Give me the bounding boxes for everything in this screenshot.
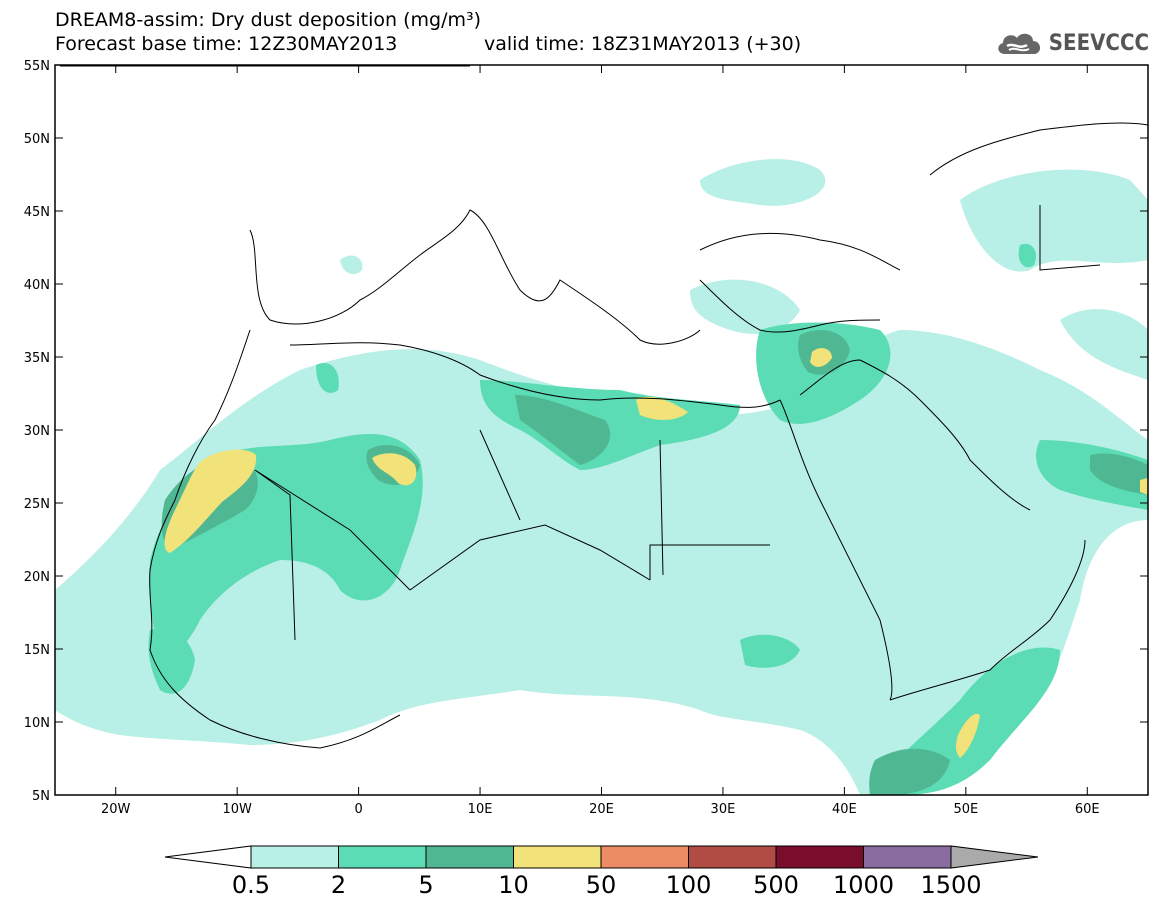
colorbar-box bbox=[338, 845, 427, 869]
colorbar-label: 1500 bbox=[920, 871, 981, 899]
lon-tick-label: 10W bbox=[222, 802, 252, 817]
lon-tick-label: 50E bbox=[953, 802, 978, 817]
lat-tick-label: 55N bbox=[24, 59, 50, 74]
lon-tick-label: 20E bbox=[589, 802, 614, 817]
lon-tick-label: 10E bbox=[468, 802, 493, 817]
forecast-base-time: Forecast base time: 12Z30MAY2013 bbox=[55, 33, 398, 55]
colorbar-box bbox=[425, 845, 514, 869]
lat-tick-label: 50N bbox=[24, 132, 50, 147]
lat-tick-label: 25N bbox=[24, 497, 50, 512]
colorbar-label: 50 bbox=[586, 871, 617, 899]
colorbar-label: 10 bbox=[498, 871, 529, 899]
lat-tick-label: 30N bbox=[24, 424, 50, 439]
lon-tick-label: 30E bbox=[711, 802, 736, 817]
lat-tick-label: 40N bbox=[24, 278, 50, 293]
colorbar-box bbox=[600, 845, 689, 869]
valid-time: valid time: 18Z31MAY2013 (+30) bbox=[484, 33, 802, 55]
map-title: DREAM8-assim: Dry dust deposition (mg/m³… bbox=[55, 9, 482, 31]
lat-tick-label: 45N bbox=[24, 205, 50, 220]
colorbar-label: 500 bbox=[753, 871, 799, 899]
colorbar-box bbox=[775, 845, 864, 869]
colorbar-label: 0.5 bbox=[232, 871, 270, 899]
lat-tick-label: 10N bbox=[24, 716, 50, 731]
seevccc-logo: SEEVCCC bbox=[993, 28, 1149, 58]
logo-text: SEEVCCC bbox=[1048, 30, 1149, 56]
dust-level-10 bbox=[164, 348, 1148, 758]
map-axes: 55N 50N 45N 40N 35N 30N 25N 20N 15N 10N 5N 20W 10W 0 1… bbox=[24, 59, 1148, 817]
colorbar-label: 2 bbox=[331, 871, 346, 899]
coastlines bbox=[60, 65, 1148, 749]
lat-tick-label: 15N bbox=[24, 643, 50, 658]
colorbar-box bbox=[863, 845, 952, 869]
colorbar-max-arrow bbox=[950, 845, 1039, 869]
lon-tick-label: 20W bbox=[101, 802, 131, 817]
cloud-icon bbox=[998, 33, 1040, 54]
lon-tick-label: 0 bbox=[354, 802, 362, 817]
colorbar-label: 5 bbox=[418, 871, 433, 899]
colorbar-label: 1000 bbox=[833, 871, 894, 899]
colorbar-box bbox=[688, 845, 777, 869]
lon-tick-label: 40E bbox=[832, 802, 857, 817]
lat-tick-label: 20N bbox=[24, 570, 50, 585]
colorbar-box bbox=[513, 845, 602, 869]
colorbar-box bbox=[250, 845, 339, 869]
colorbar-min-arrow bbox=[164, 845, 252, 869]
lat-tick-label: 35N bbox=[24, 351, 50, 366]
lat-tick-label: 5N bbox=[32, 789, 50, 804]
lon-tick-label: 60E bbox=[1075, 802, 1100, 817]
colorbar-label: 100 bbox=[666, 871, 712, 899]
dust-map: 55N 50N 45N 40N 35N 30N 25N 20N 15N 10N 5N 20W 10W 0 1… bbox=[24, 59, 1149, 817]
